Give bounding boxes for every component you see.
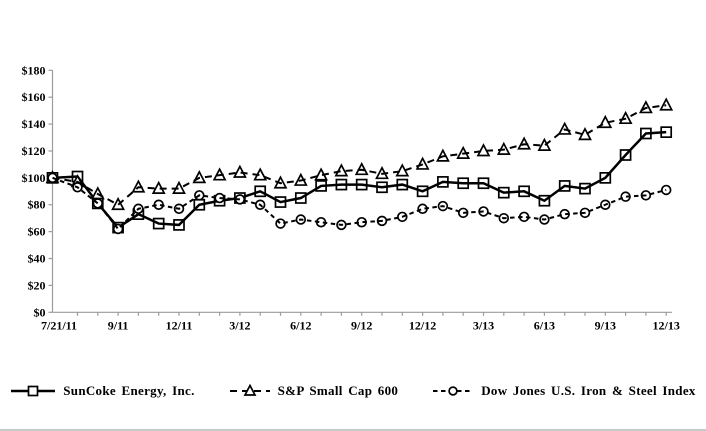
svg-text:12/13: 12/13 — [653, 318, 680, 332]
svg-text:$140: $140 — [22, 117, 46, 131]
chart-legend: SunCoke Energy, Inc. S&P Small Cap 600 D… — [0, 383, 706, 399]
svg-text:$60: $60 — [28, 225, 46, 239]
legend-item-suncoke: SunCoke Energy, Inc. — [10, 383, 194, 399]
legend-label-dj-us-iron-steel: Dow Jones U.S. Iron & Steel Index — [481, 383, 696, 398]
circle-marker-dashed-line-icon — [433, 386, 474, 396]
svg-text:$80: $80 — [28, 198, 46, 212]
series-sp-small-cap-600 — [45, 97, 674, 211]
svg-text:$180: $180 — [22, 63, 46, 77]
svg-text:$160: $160 — [22, 90, 46, 104]
svg-text:9/11: 9/11 — [108, 318, 129, 332]
square-marker-solid-line-icon — [11, 385, 56, 397]
series-dj-us-iron-steel — [47, 172, 672, 235]
legend-label-suncoke: SunCoke Energy, Inc. — [63, 383, 195, 398]
svg-text:6/13: 6/13 — [534, 318, 555, 332]
svg-text:12/11: 12/11 — [166, 318, 193, 332]
svg-text:$0: $0 — [34, 305, 46, 319]
legend-item-sp-small-cap-600: S&P Small Cap 600 — [229, 383, 399, 399]
svg-text:9/13: 9/13 — [595, 318, 616, 332]
series-suncoke — [46, 126, 673, 234]
svg-text:7/21/11: 7/21/11 — [41, 318, 77, 332]
legend-label-sp-small-cap-600: S&P Small Cap 600 — [277, 383, 399, 398]
svg-text:12/12: 12/12 — [409, 318, 436, 332]
svg-text:3/13: 3/13 — [473, 318, 494, 332]
triangle-marker-dashed-line-icon — [229, 384, 270, 396]
svg-text:$40: $40 — [28, 252, 46, 266]
svg-text:$20: $20 — [28, 278, 46, 292]
page-edge-divider — [0, 429, 706, 431]
svg-text:$120: $120 — [22, 144, 46, 158]
svg-text:9/12: 9/12 — [351, 318, 372, 332]
svg-text:3/12: 3/12 — [229, 318, 250, 332]
legend-item-dj-us-iron-steel: Dow Jones U.S. Iron & Steel Index — [432, 383, 696, 399]
svg-text:6/12: 6/12 — [290, 318, 311, 332]
svg-text:$100: $100 — [22, 171, 46, 185]
